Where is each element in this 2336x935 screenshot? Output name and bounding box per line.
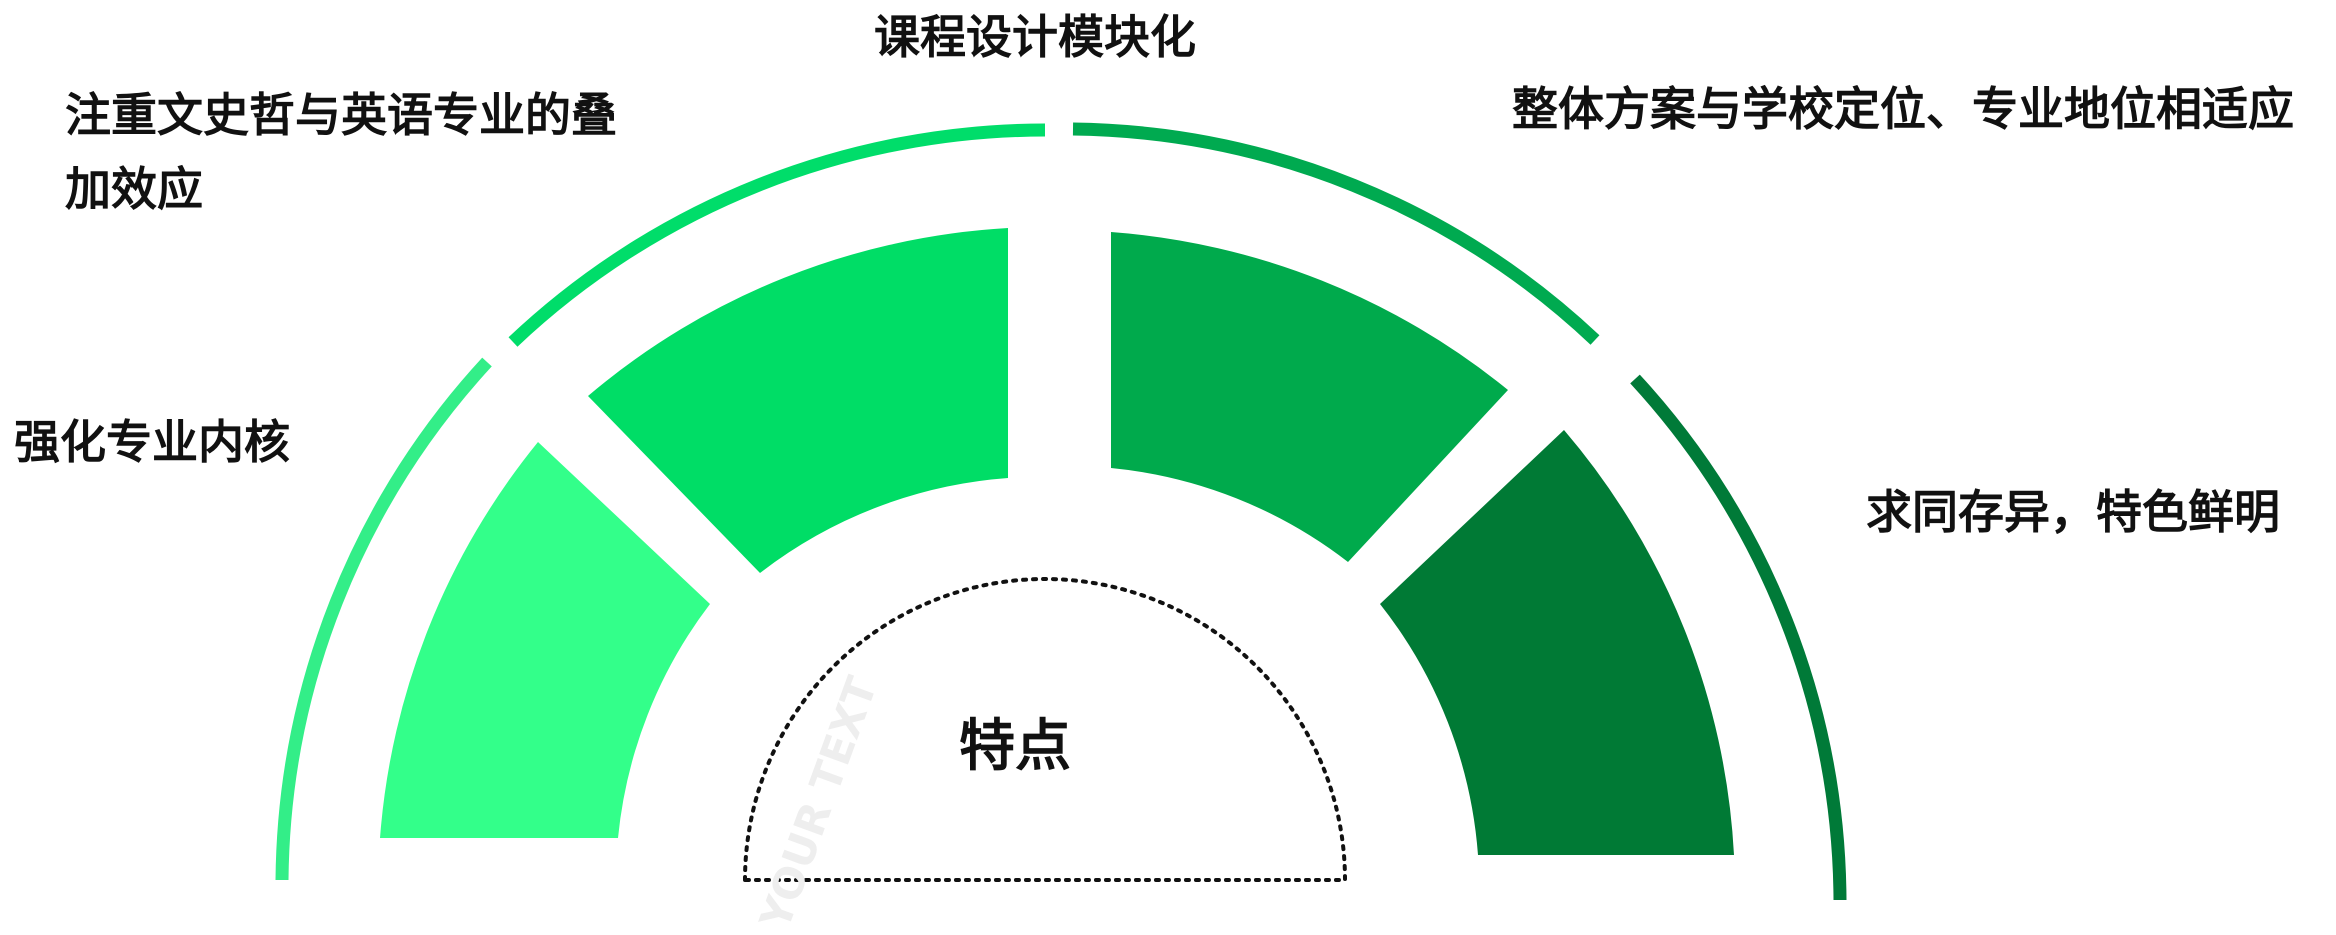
label-top: 课程设计模块化 — [874, 10, 1196, 64]
center-title: 特点 — [959, 714, 1071, 779]
center-dotted-semicircle — [742, 577, 1348, 882]
label-upper-left: 注重文史哲与英语专业的叠 — [65, 88, 617, 142]
segment-1 — [380, 442, 710, 838]
outer-arc-4 — [1630, 374, 1847, 901]
outer-arc-2 — [508, 123, 1046, 347]
segment-2 — [588, 228, 1008, 573]
segment-3 — [1111, 232, 1508, 562]
label-upper-left-line2: 加效应 — [65, 162, 203, 216]
outer-arc-3 — [1072, 122, 1600, 345]
label-left: 强化专业内核 — [14, 415, 290, 469]
label-upper-left-line1: 注重文史哲与英语专业的叠 — [65, 88, 617, 142]
ghost-placeholder-text: YOUR TEXT — [750, 670, 887, 935]
label-upper-left-cont: 加效应 — [65, 162, 203, 216]
label-right: 求同存异，特色鲜明 — [1866, 485, 2280, 539]
segment-4 — [1380, 430, 1734, 855]
label-upper-right: 整体方案与学校定位、专业地位相适应 — [1512, 82, 2294, 136]
outer-arc-1 — [275, 357, 492, 881]
